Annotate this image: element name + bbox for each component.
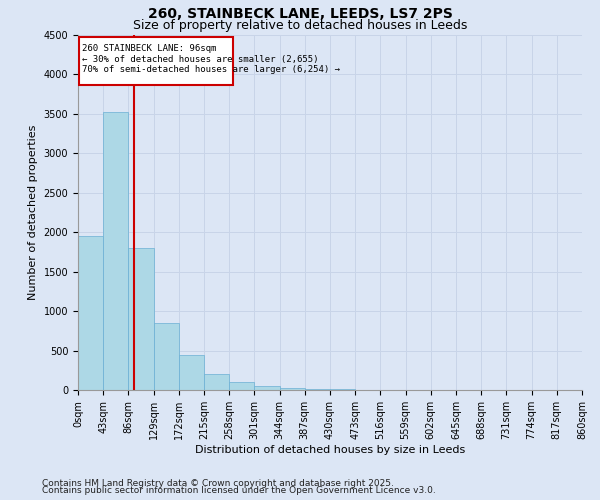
Text: 70% of semi-detached houses are larger (6,254) →: 70% of semi-detached houses are larger (…: [82, 65, 340, 74]
Bar: [280, 388, 305, 390]
Y-axis label: Number of detached properties: Number of detached properties: [28, 125, 38, 300]
Text: Size of property relative to detached houses in Leeds: Size of property relative to detached ho…: [133, 18, 467, 32]
Bar: [254, 386, 280, 390]
Text: ← 30% of detached houses are smaller (2,655): ← 30% of detached houses are smaller (2,…: [82, 54, 319, 64]
X-axis label: Distribution of detached houses by size in Leeds: Distribution of detached houses by size …: [195, 444, 465, 454]
Bar: [204, 374, 229, 390]
Bar: [179, 354, 204, 390]
Bar: [229, 382, 254, 390]
Bar: [154, 323, 179, 390]
Bar: [78, 236, 103, 390]
Bar: [103, 112, 128, 390]
Text: Contains HM Land Registry data © Crown copyright and database right 2025.: Contains HM Land Registry data © Crown c…: [42, 478, 394, 488]
Bar: [128, 248, 154, 390]
Text: Contains public sector information licensed under the Open Government Licence v3: Contains public sector information licen…: [42, 486, 436, 495]
Text: 260 STAINBECK LANE: 96sqm: 260 STAINBECK LANE: 96sqm: [82, 44, 217, 54]
Bar: [305, 389, 330, 390]
Bar: [330, 389, 355, 390]
Bar: [79, 36, 233, 84]
Text: 260, STAINBECK LANE, LEEDS, LS7 2PS: 260, STAINBECK LANE, LEEDS, LS7 2PS: [148, 8, 452, 22]
